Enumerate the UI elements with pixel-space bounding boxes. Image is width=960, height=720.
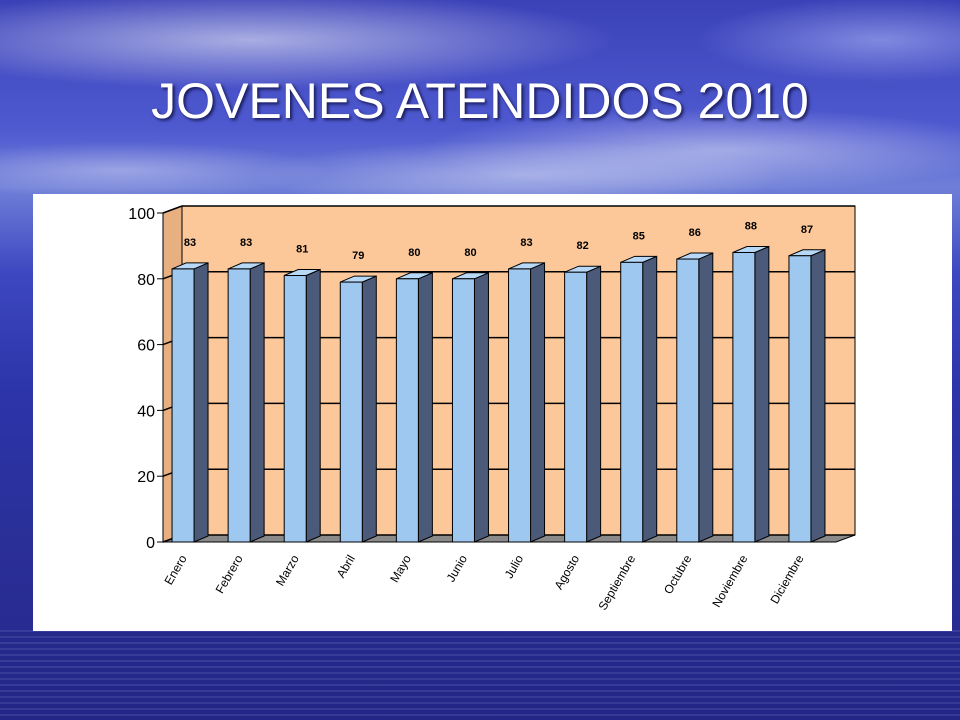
data-label: 83 [240,237,252,249]
data-label: 83 [520,237,532,249]
bar [227,268,251,543]
bar [788,255,812,543]
bar [283,275,307,543]
category-label: Agosto [551,552,582,592]
y-tick-label: 100 [128,206,155,223]
y-tick-label: 40 [137,403,155,420]
category-label: Diciembre [767,552,806,606]
data-label: 80 [408,247,420,259]
bar-side [754,245,770,543]
category-label: Mayo [387,552,414,585]
chart-panel: 0 20 40 60 80 100 83 Enero 83 Febrero 81 Marzo 79 Abr… [33,194,952,631]
data-label: 82 [577,240,589,252]
bar-side [642,255,658,543]
data-label: 83 [184,237,196,249]
bar-side [305,268,321,543]
bar-side [530,262,546,543]
bar [339,281,363,543]
y-tick-label: 80 [137,272,155,289]
category-label: Octubre [661,552,695,596]
data-label: 86 [689,227,701,239]
category-label: Marzo [273,552,302,588]
bar [620,261,644,543]
bar-side [361,275,377,543]
y-tick-label: 60 [137,338,155,355]
category-label: Julio [502,552,527,581]
bar-side [586,265,602,543]
data-label: 87 [801,224,813,236]
category-label: Septiembre [595,552,638,612]
data-label: 85 [633,230,645,242]
bar-side [193,262,209,543]
category-label: Febrero [213,552,246,596]
data-label: 80 [464,247,476,259]
data-label: 81 [296,244,308,256]
y-tick-label: 0 [146,535,155,552]
category-label: Enero [161,552,189,587]
bar [564,271,588,543]
bar-side [698,252,714,543]
bar-side [810,249,826,543]
category-label: Abril [334,553,358,581]
data-label: 79 [352,250,364,262]
background-water [0,630,960,720]
bar-side [473,272,489,543]
bar-side [249,262,265,543]
bar [171,268,195,543]
bar-side [417,272,433,543]
bar [508,268,532,543]
category-label: Junio [444,552,471,584]
slide-title: JOVENES ATENDIDOS 2010 [151,73,809,129]
gridline-depth [162,205,183,214]
y-tick-label: 20 [137,469,155,486]
bar-chart: 0 20 40 60 80 100 83 Enero 83 Febrero 81 Marzo 79 Abr… [128,205,856,613]
data-label: 88 [745,220,757,232]
bar [395,278,419,543]
bar [732,251,756,543]
bar [451,278,475,543]
category-label: Noviembre [709,552,750,610]
bar [676,258,700,543]
